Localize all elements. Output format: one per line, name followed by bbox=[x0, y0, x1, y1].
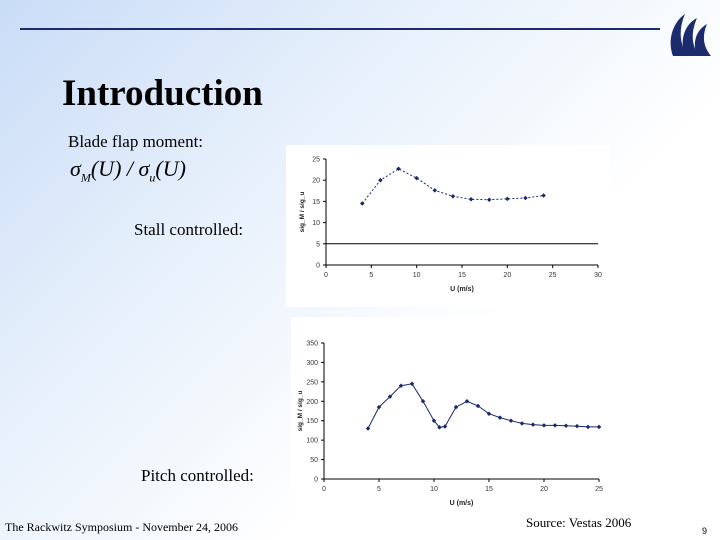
data-point bbox=[585, 424, 591, 430]
formula-sub-m: M bbox=[80, 170, 91, 185]
x-tick-label: 20 bbox=[503, 272, 511, 279]
y-tick-label: 300 bbox=[306, 360, 318, 367]
data-point bbox=[519, 421, 525, 426]
y-tick-label: 350 bbox=[306, 341, 318, 348]
formula: σM(U) / σu(U) bbox=[70, 156, 186, 185]
formula-sigma-m: σ bbox=[70, 156, 81, 181]
stall-chart-panel: 0 5 10 15 20 25 0 5 10 15 20 25 30 U (m/s) sig_M / sig… bbox=[286, 145, 610, 307]
data-point bbox=[486, 197, 492, 202]
data-point bbox=[497, 415, 503, 420]
formula-sub-u: u bbox=[149, 170, 156, 185]
data-point bbox=[468, 197, 474, 202]
y-tick-label: 250 bbox=[306, 379, 318, 386]
data-point bbox=[541, 423, 547, 428]
y-tick-label: 15 bbox=[312, 199, 320, 206]
data-point bbox=[360, 201, 365, 206]
x-tick-label: 30 bbox=[594, 272, 602, 279]
data-point bbox=[563, 423, 569, 429]
data-point bbox=[552, 423, 558, 428]
data-point bbox=[453, 404, 459, 410]
data-point bbox=[432, 188, 438, 193]
data-point bbox=[596, 424, 602, 430]
data-point bbox=[365, 426, 371, 431]
formula-arg-1: (U) bbox=[90, 156, 122, 181]
pitch-chart-panel: 0 50 100 150 200 250 300 350 0 5 10 15 20 25 U (m/s) si… bbox=[291, 317, 615, 513]
x-tick-label: 5 bbox=[369, 272, 373, 279]
top-rule bbox=[20, 28, 660, 30]
footer-event: The Rackwitz Symposium - November 24, 20… bbox=[5, 520, 238, 534]
x-tick-label: 0 bbox=[324, 272, 328, 279]
page-title: Introduction bbox=[62, 73, 263, 114]
data-point bbox=[541, 193, 546, 198]
logo-wave-3 bbox=[694, 24, 711, 56]
data-point bbox=[530, 422, 536, 427]
data-point bbox=[450, 194, 456, 199]
pitch-controlled-label: Pitch controlled: bbox=[141, 466, 254, 485]
x-tick-label: 15 bbox=[458, 272, 466, 279]
data-point bbox=[523, 195, 528, 201]
y-tick-label: 10 bbox=[312, 220, 320, 227]
data-point bbox=[505, 196, 510, 202]
footer-source: Source: Vestas 2006 bbox=[526, 515, 632, 530]
blade-flap-label: Blade flap moment: bbox=[68, 132, 204, 151]
data-point bbox=[508, 418, 514, 423]
logo-wave-1 bbox=[670, 14, 687, 56]
x-tick-label: 25 bbox=[549, 272, 557, 279]
y-tick-label: 5 bbox=[316, 241, 320, 248]
pitch-chart: 0 50 100 150 200 250 300 350 0 5 10 15 20 25 U (m/s) si… bbox=[297, 341, 603, 508]
page-number: 9 bbox=[702, 526, 708, 536]
y-tick-label: 100 bbox=[306, 438, 318, 445]
y-tick-label: 200 bbox=[306, 399, 318, 406]
stall-controlled-label: Stall controlled: bbox=[134, 220, 244, 239]
data-point bbox=[378, 177, 383, 183]
formula-sigma-u: σ bbox=[138, 156, 150, 181]
data-point bbox=[414, 175, 419, 181]
y-tick-label: 0 bbox=[314, 477, 318, 484]
x-tick-label: 0 bbox=[322, 486, 326, 493]
formula-separator: / bbox=[121, 156, 139, 181]
y-tick-label: 20 bbox=[312, 178, 320, 185]
series-line bbox=[367, 383, 599, 429]
y-tick-label: 25 bbox=[312, 157, 320, 164]
x-tick-label: 25 bbox=[595, 486, 603, 493]
x-axis-label: U (m/s) bbox=[450, 286, 474, 293]
y-axis-label: sig_M / sig_u bbox=[297, 391, 304, 432]
x-axis-label: U (m/s) bbox=[450, 500, 474, 507]
x-tick-label: 10 bbox=[430, 486, 438, 493]
stall-chart: 0 5 10 15 20 25 0 5 10 15 20 25 30 U (m/s) sig_M / sig… bbox=[299, 157, 602, 294]
logo-wave-2 bbox=[682, 18, 699, 56]
data-point bbox=[442, 424, 448, 429]
x-tick-label: 20 bbox=[540, 486, 548, 493]
x-tick-label: 5 bbox=[377, 486, 381, 493]
x-tick-label: 10 bbox=[413, 272, 421, 279]
data-point bbox=[574, 423, 580, 429]
x-tick-label: 15 bbox=[485, 486, 493, 493]
y-tick-label: 50 bbox=[310, 457, 318, 464]
y-tick-label: 150 bbox=[306, 418, 318, 425]
y-tick-label: 0 bbox=[316, 263, 320, 270]
y-axis-label: sig_M / sig_u bbox=[299, 192, 306, 233]
data-point bbox=[464, 399, 470, 404]
university-logo-icon bbox=[670, 14, 711, 56]
formula-arg-2: (U) bbox=[155, 156, 186, 181]
